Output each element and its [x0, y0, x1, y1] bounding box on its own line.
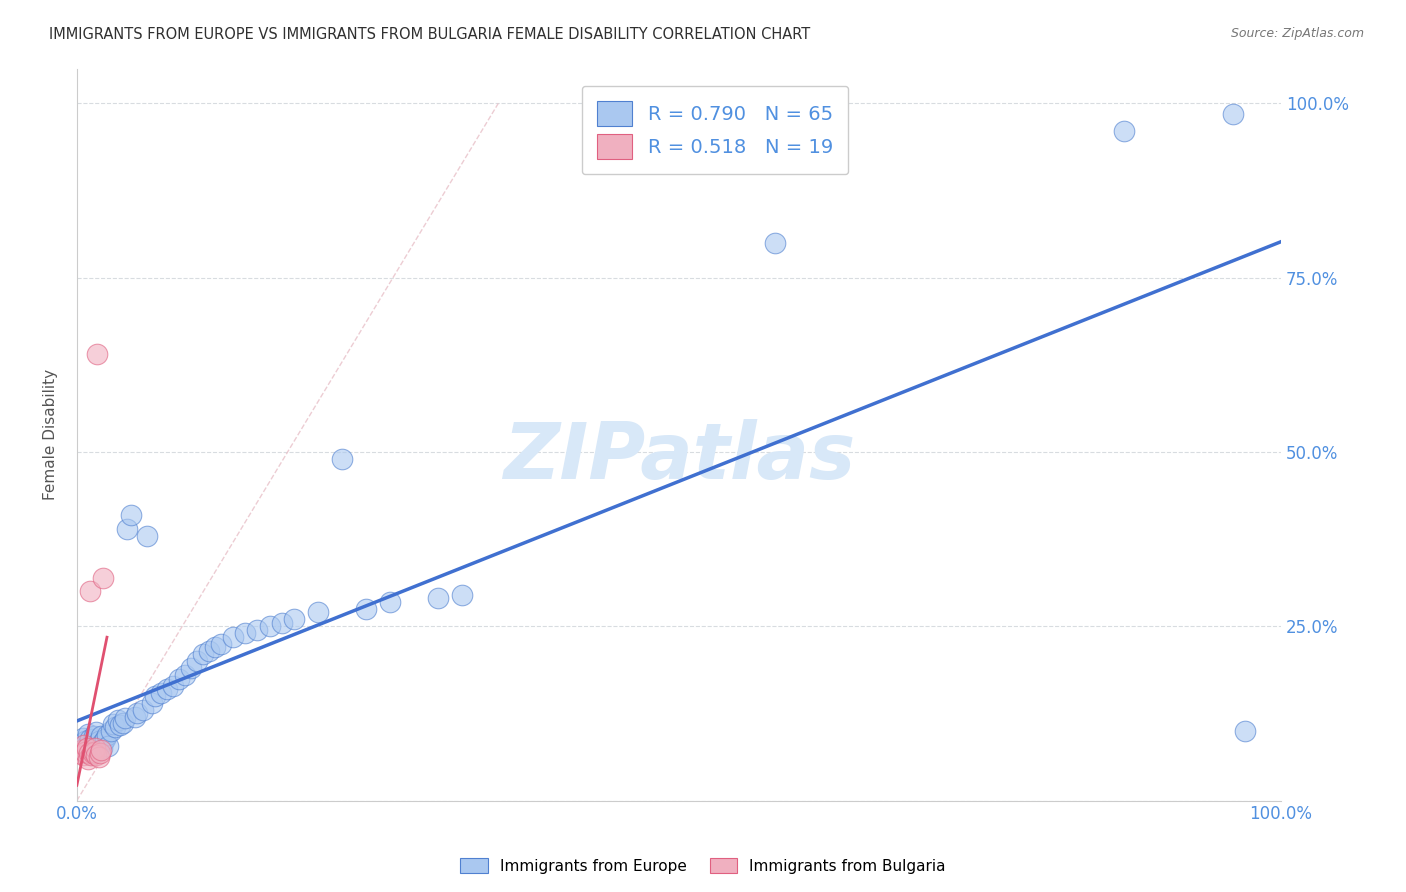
Point [270, 615, 292, 630]
Point [100, 723, 122, 738]
Point [89, 738, 111, 752]
Point [1222, 107, 1244, 121]
Point [93, 570, 115, 584]
Point [72, 731, 94, 745]
Point [307, 606, 329, 620]
Point [79, 732, 101, 747]
Point [70, 741, 93, 756]
Point [174, 668, 197, 682]
Point [156, 681, 179, 696]
Point [73, 745, 96, 759]
Point [180, 661, 202, 675]
Point [101, 717, 124, 731]
Point [204, 640, 226, 655]
Point [354, 602, 377, 616]
Point [87, 733, 110, 747]
Point [143, 689, 166, 703]
Point [330, 452, 353, 467]
Point [82, 746, 104, 760]
Point [117, 522, 139, 536]
Point [259, 619, 281, 633]
Point [76, 752, 98, 766]
Point [82, 736, 104, 750]
Point [167, 672, 190, 686]
Point [83, 730, 105, 744]
Point [110, 718, 132, 732]
Point [132, 703, 155, 717]
Point [111, 715, 134, 730]
Point [141, 696, 163, 710]
Point [93, 735, 115, 749]
Point [84, 725, 107, 739]
Point [186, 654, 208, 668]
Point [120, 508, 142, 522]
Point [97, 739, 120, 754]
Point [79, 584, 101, 599]
Point [93, 732, 115, 747]
Point [76, 741, 98, 756]
Point [222, 630, 245, 644]
Legend: Immigrants from Europe, Immigrants from Bulgaria: Immigrants from Europe, Immigrants from … [454, 852, 952, 880]
Point [90, 743, 112, 757]
Point [69, 738, 91, 752]
Point [77, 746, 100, 760]
Point [76, 727, 98, 741]
Point [209, 637, 232, 651]
Point [125, 706, 148, 721]
Point [86, 742, 108, 756]
Point [150, 685, 173, 699]
Legend: R = 0.790   N = 65, R = 0.518   N = 19: R = 0.790 N = 65, R = 0.518 N = 19 [582, 86, 848, 175]
Point [72, 748, 94, 763]
Point [91, 740, 114, 755]
Text: IMMIGRANTS FROM EUROPE VS IMMIGRANTS FROM BULGARIA FEMALE DISABILITY CORRELATION: IMMIGRANTS FROM EUROPE VS IMMIGRANTS FRO… [49, 27, 810, 42]
Point [96, 728, 118, 742]
Point [90, 730, 112, 744]
Point [104, 720, 127, 734]
Y-axis label: Female Disability: Female Disability [44, 369, 58, 500]
Point [80, 748, 103, 763]
Point [86, 347, 108, 361]
Point [76, 739, 98, 754]
Point [1233, 723, 1256, 738]
Point [193, 647, 215, 661]
Point [80, 740, 103, 755]
Point [451, 588, 474, 602]
Point [246, 623, 269, 637]
Point [114, 711, 136, 725]
Point [84, 746, 107, 760]
Point [69, 746, 91, 760]
Point [283, 612, 305, 626]
Point [89, 746, 111, 760]
Point [75, 745, 97, 759]
Point [70, 743, 93, 757]
Point [162, 679, 184, 693]
Point [84, 748, 107, 763]
Point [84, 741, 107, 756]
Point [1114, 124, 1136, 138]
Point [763, 235, 786, 250]
Point [107, 714, 129, 728]
Point [83, 745, 105, 759]
Point [378, 595, 401, 609]
Point [77, 743, 100, 757]
Text: ZIPatlas: ZIPatlas [503, 418, 855, 494]
Text: Source: ZipAtlas.com: Source: ZipAtlas.com [1230, 27, 1364, 40]
Point [87, 750, 110, 764]
Point [135, 529, 157, 543]
Point [427, 591, 450, 606]
Point [198, 643, 221, 657]
Point [73, 738, 96, 752]
Point [124, 710, 146, 724]
Point [75, 734, 97, 748]
Point [235, 626, 257, 640]
